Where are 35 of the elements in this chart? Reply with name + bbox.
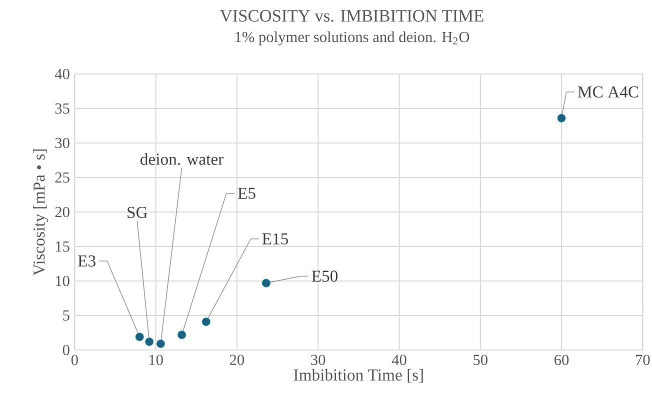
annotation: E5: [238, 188, 256, 199]
x-tick-label: 10: [149, 354, 163, 366]
y-tick-label: 15: [56, 241, 70, 252]
point: [557, 114, 566, 122]
y-tick-label: 5: [63, 310, 70, 321]
y-tick-label: 30: [55, 138, 70, 148]
x-axis-title: Imbibition Time [s]: [294, 368, 423, 383]
x-tick-label: 60: [554, 354, 569, 366]
chart-title: VISCOSITY vs. IMBIBITION TIME: [220, 10, 484, 22]
point: [178, 330, 186, 340]
y-tick-label: 0: [62, 344, 70, 356]
x-tick-label: 50: [474, 354, 488, 366]
x-tick-label: 70: [636, 354, 650, 366]
x-tick-label: 0: [71, 354, 78, 366]
y-tick-label: 40: [54, 68, 70, 80]
annotation: E3: [78, 255, 96, 267]
chart-subtitle: 1% polymer solutions and deion. H$_{2}$O: [236, 31, 470, 46]
annotation: E15: [262, 233, 288, 244]
x-tick-label: 30: [311, 354, 326, 366]
y-axis-title: Viscosity [mPa • s]: [32, 150, 48, 276]
point: [135, 332, 144, 342]
annotation: SG: [128, 206, 148, 218]
point: [145, 337, 154, 346]
y-tick-label: 10: [56, 276, 70, 286]
point: [262, 278, 270, 288]
point: [202, 317, 210, 326]
x-tick-label: 40: [392, 354, 406, 366]
y-tick-label: 35: [55, 103, 70, 114]
y-tick-label: 20: [55, 206, 70, 218]
annotation: MC A4C: [578, 86, 638, 98]
x-tick-label: 20: [230, 354, 244, 366]
annotation: deion. water: [140, 153, 224, 165]
point: [156, 340, 165, 348]
y-tick-label: 25: [55, 172, 70, 183]
annotation: E50: [312, 270, 338, 282]
